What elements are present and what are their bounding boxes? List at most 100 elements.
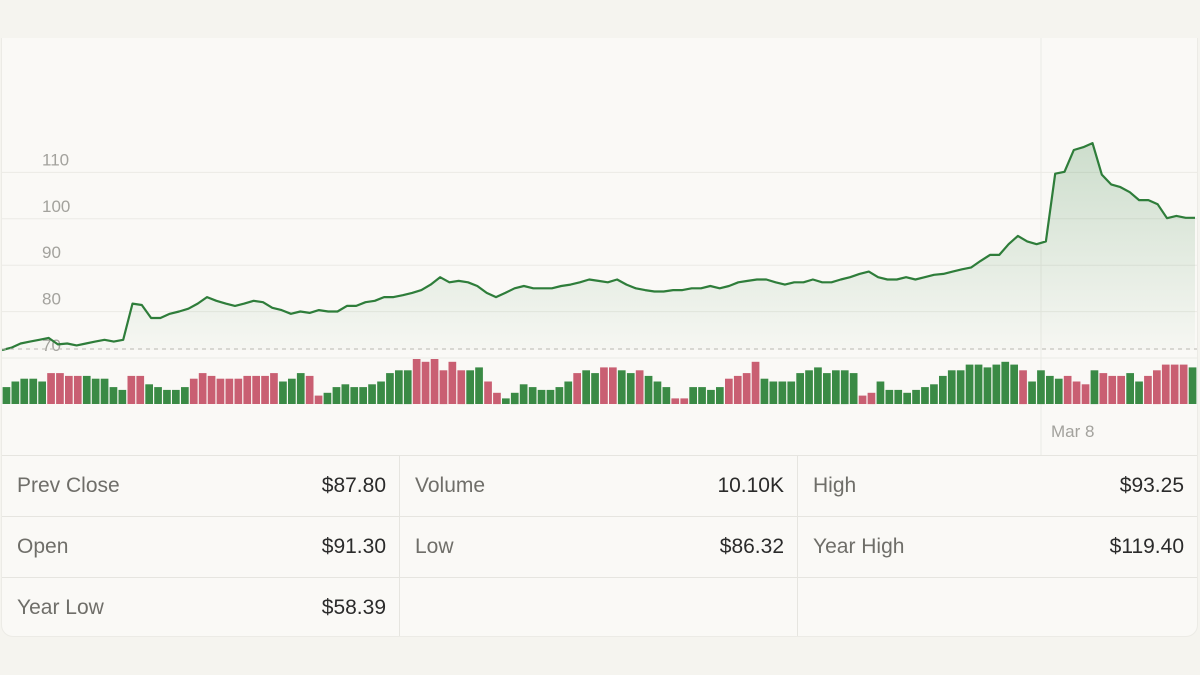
volume-bar bbox=[1046, 375, 1054, 404]
volume-bar bbox=[332, 387, 341, 404]
volume-bar bbox=[1099, 373, 1108, 404]
volume-bar bbox=[885, 389, 894, 404]
volume-bar bbox=[395, 370, 403, 405]
volume-bar bbox=[974, 364, 983, 404]
volume-bar bbox=[38, 381, 46, 404]
volume-bar bbox=[457, 370, 466, 405]
volume-bar bbox=[448, 361, 457, 404]
volume-bar bbox=[2, 387, 11, 404]
volume-bar bbox=[760, 378, 769, 404]
volume-bar bbox=[983, 367, 992, 404]
volume-bar bbox=[1144, 375, 1152, 404]
volume-bar bbox=[439, 370, 448, 405]
volume-bar bbox=[849, 373, 858, 404]
volume-bar bbox=[1063, 375, 1072, 404]
volume-bar bbox=[1170, 364, 1179, 404]
volume-bar bbox=[680, 398, 689, 404]
volume-bar bbox=[314, 395, 323, 404]
price-chart[interactable]: 110100908070Mar 8 bbox=[2, 38, 1197, 455]
volume-bar bbox=[912, 389, 920, 404]
volume-bar bbox=[154, 387, 162, 404]
stat-value: $58.39 bbox=[321, 595, 386, 619]
volume-bar bbox=[769, 381, 778, 404]
volume-bar bbox=[617, 370, 626, 405]
volume-bar bbox=[323, 392, 332, 405]
volume-bar bbox=[555, 387, 564, 404]
stat-label: Year High bbox=[813, 535, 905, 558]
volume-bar bbox=[127, 375, 136, 404]
volume-bar bbox=[359, 387, 367, 404]
stat-value: $93.25 bbox=[1119, 474, 1184, 497]
volume-bar bbox=[82, 375, 91, 404]
volume-bar bbox=[671, 398, 680, 404]
volume-bar bbox=[279, 381, 287, 404]
volume-bar bbox=[823, 373, 831, 404]
volume-bar bbox=[421, 361, 430, 404]
volume-bar bbox=[216, 378, 225, 404]
volume-bar bbox=[992, 364, 1001, 404]
volume-bar bbox=[564, 381, 573, 404]
volume-bar bbox=[73, 375, 82, 404]
volume-bar bbox=[528, 387, 537, 404]
volume-bar bbox=[662, 387, 671, 404]
stat-label: Volume bbox=[415, 474, 486, 497]
volume-bar bbox=[56, 373, 64, 404]
volume-bar bbox=[546, 389, 555, 404]
volume-bar bbox=[29, 378, 38, 404]
volume-bar bbox=[252, 375, 260, 404]
stat-label: High bbox=[813, 474, 857, 497]
volume-bar bbox=[725, 378, 733, 404]
volume-bar bbox=[145, 384, 153, 404]
volume-bar bbox=[939, 375, 947, 404]
volume-bar bbox=[261, 375, 269, 404]
volume-bar bbox=[225, 378, 234, 404]
volume-bar bbox=[930, 384, 938, 404]
volume-bar bbox=[11, 381, 20, 404]
volume-bar bbox=[288, 378, 296, 404]
volume-bar bbox=[172, 389, 180, 404]
volume-bar bbox=[689, 387, 697, 404]
volume-bar bbox=[403, 370, 412, 405]
stat-high: High $93.25 bbox=[798, 456, 1197, 517]
volume-bar bbox=[840, 370, 849, 405]
volume-bar bbox=[626, 373, 635, 404]
volume-bar bbox=[109, 387, 118, 404]
volume-bar bbox=[894, 389, 903, 404]
volume-bar bbox=[733, 375, 742, 404]
y-tick-label: 110 bbox=[42, 150, 69, 169]
volume-bar bbox=[1010, 364, 1018, 404]
volume-bar bbox=[707, 389, 715, 404]
volume-bar bbox=[591, 373, 599, 404]
stat-open: Open $91.30 bbox=[2, 517, 400, 578]
volume-bar bbox=[341, 384, 350, 404]
volume-bar bbox=[716, 387, 724, 404]
volume-bar bbox=[207, 375, 216, 404]
volume-bar bbox=[609, 367, 617, 404]
volume-bar bbox=[537, 389, 546, 404]
volume-bar bbox=[189, 378, 198, 404]
stat-year-high: Year High $119.40 bbox=[798, 517, 1197, 578]
volume-bar bbox=[118, 389, 127, 404]
volume-bar bbox=[502, 398, 510, 404]
volume-bar bbox=[1188, 367, 1197, 404]
volume-bar bbox=[805, 370, 813, 405]
volume-bar bbox=[644, 375, 653, 404]
price-line[interactable] bbox=[2, 142, 1195, 352]
volume-bar bbox=[243, 375, 252, 404]
volume-bar bbox=[698, 387, 706, 404]
volume-bar bbox=[858, 395, 867, 404]
volume-bar bbox=[493, 392, 501, 405]
volume-bar bbox=[600, 367, 608, 404]
volume-bar bbox=[412, 359, 421, 404]
volume-bar bbox=[386, 373, 394, 404]
volume-bar bbox=[1153, 370, 1161, 405]
stat-low: Low $86.32 bbox=[400, 517, 798, 578]
volume-bar bbox=[778, 381, 787, 404]
volume-bar bbox=[484, 381, 492, 404]
volume-bar bbox=[1135, 381, 1143, 404]
volume-bar bbox=[1019, 370, 1027, 405]
stat-label: Prev Close bbox=[17, 474, 120, 497]
volume-bar bbox=[198, 373, 207, 404]
stat-label: Open bbox=[17, 535, 69, 558]
volume-bar bbox=[796, 373, 804, 404]
